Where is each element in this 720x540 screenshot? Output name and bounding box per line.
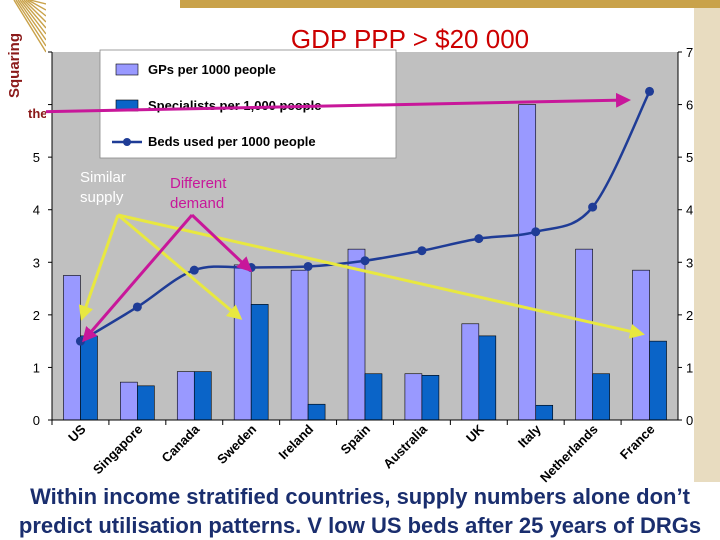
legend-line-marker [123,138,131,146]
specialist-bar-10 [649,340,667,421]
y-tick-label-right: 7 [686,45,693,60]
gp-bar-7 [461,323,480,421]
beds-point-7 [474,234,484,244]
beds-point-10 [645,86,655,96]
specialist-bar-8 [535,404,554,421]
gp-bar-0 [63,275,81,421]
gp-bar-6 [404,373,423,421]
chart-title: GDP PPP > $20 000 [290,24,530,54]
specialist-bar-1 [137,385,155,421]
specialist-bar-9 [592,373,610,421]
logo-ray [21,0,47,29]
arrow-us-to-france [29,92,631,114]
annotation-different-line-1: Different [170,175,227,192]
beds-point-5 [360,256,370,266]
legend-label: Beds used per 1000 people [148,134,316,149]
gp-bar-3 [233,264,252,421]
annotation-different-line-2: demand [170,195,224,212]
gp-bar-2 [176,371,195,421]
y-tick-label-left: 2 [33,308,40,323]
y-tick-label-left: 3 [33,255,40,270]
annotation-similar-line-2: supply [80,189,124,206]
x-tick-label: Singapore [90,422,146,478]
specialist-bar-0 [80,335,98,421]
annotation-similar-line-1: Similar [80,169,126,186]
logo-ray [13,0,47,53]
y-tick-label-right: 1 [686,360,693,375]
y-tick-label-right: 6 [686,98,693,113]
logo-ray [23,0,47,23]
gp-bar-10 [632,269,650,421]
caption-line-2: predict utilisation patterns. V low US b… [18,513,702,538]
gp-bar-1 [120,381,138,421]
logo-ray [25,0,47,17]
right-band [694,8,720,482]
beds-point-9 [588,202,598,212]
gp-bar-4 [290,269,309,421]
arrow-similar-to-france [117,213,645,339]
y-tick-label-left: 1 [33,360,40,375]
specialist-bar-3 [250,304,269,421]
gp-bar-5 [347,248,366,421]
beds-point-6 [417,246,427,256]
specialist-bar-4 [307,403,326,421]
logo-ray [27,0,47,11]
logo-ray [17,0,47,41]
gp-bar-8 [518,104,537,421]
gp-bar-9 [575,248,593,421]
y-tick-label-left: 4 [33,203,40,218]
logo-ray [29,0,47,5]
y-tick-label-right: 0 [686,413,693,428]
beds-point-2 [189,265,199,275]
logo: Squaring the [0,0,48,125]
caption-line-1: Within income stratified countries, supp… [30,484,690,509]
logo-ray [19,0,47,35]
y-tick-label-left: 0 [33,413,40,428]
arrow-different-to-sweden [190,213,253,273]
x-tick-label: US [65,421,89,445]
arrow-similar-to-sweden [117,213,243,320]
legend-swatch-0 [115,63,139,76]
legend-box [99,49,397,159]
beds-point-4 [303,261,313,271]
y-tick-label-left: 5 [33,150,40,165]
specialist-bar-2 [193,371,212,421]
beds-point-1 [132,302,142,312]
specialist-bar-7 [478,335,497,421]
y-tick-label-right: 2 [686,308,693,323]
arrow-similar-to-us [78,214,120,321]
legend-label: GPs per 1000 people [148,62,276,77]
y-tick-label-right: 3 [686,255,693,270]
specialist-bar-5 [364,373,383,421]
y-tick-label-right: 4 [686,203,693,218]
logo-wordmark: Squaring [6,33,23,98]
logo-subword: the [28,106,46,121]
logo-ray [15,0,47,47]
top-band [180,0,720,8]
arrow-different-to-us [82,214,194,343]
y-tick-label-right: 5 [686,150,693,165]
beds-point-8 [531,227,541,237]
specialist-bar-6 [421,375,440,421]
slide-caption: Within income stratified countries, supp… [0,482,720,540]
beds-point-0 [75,336,85,346]
